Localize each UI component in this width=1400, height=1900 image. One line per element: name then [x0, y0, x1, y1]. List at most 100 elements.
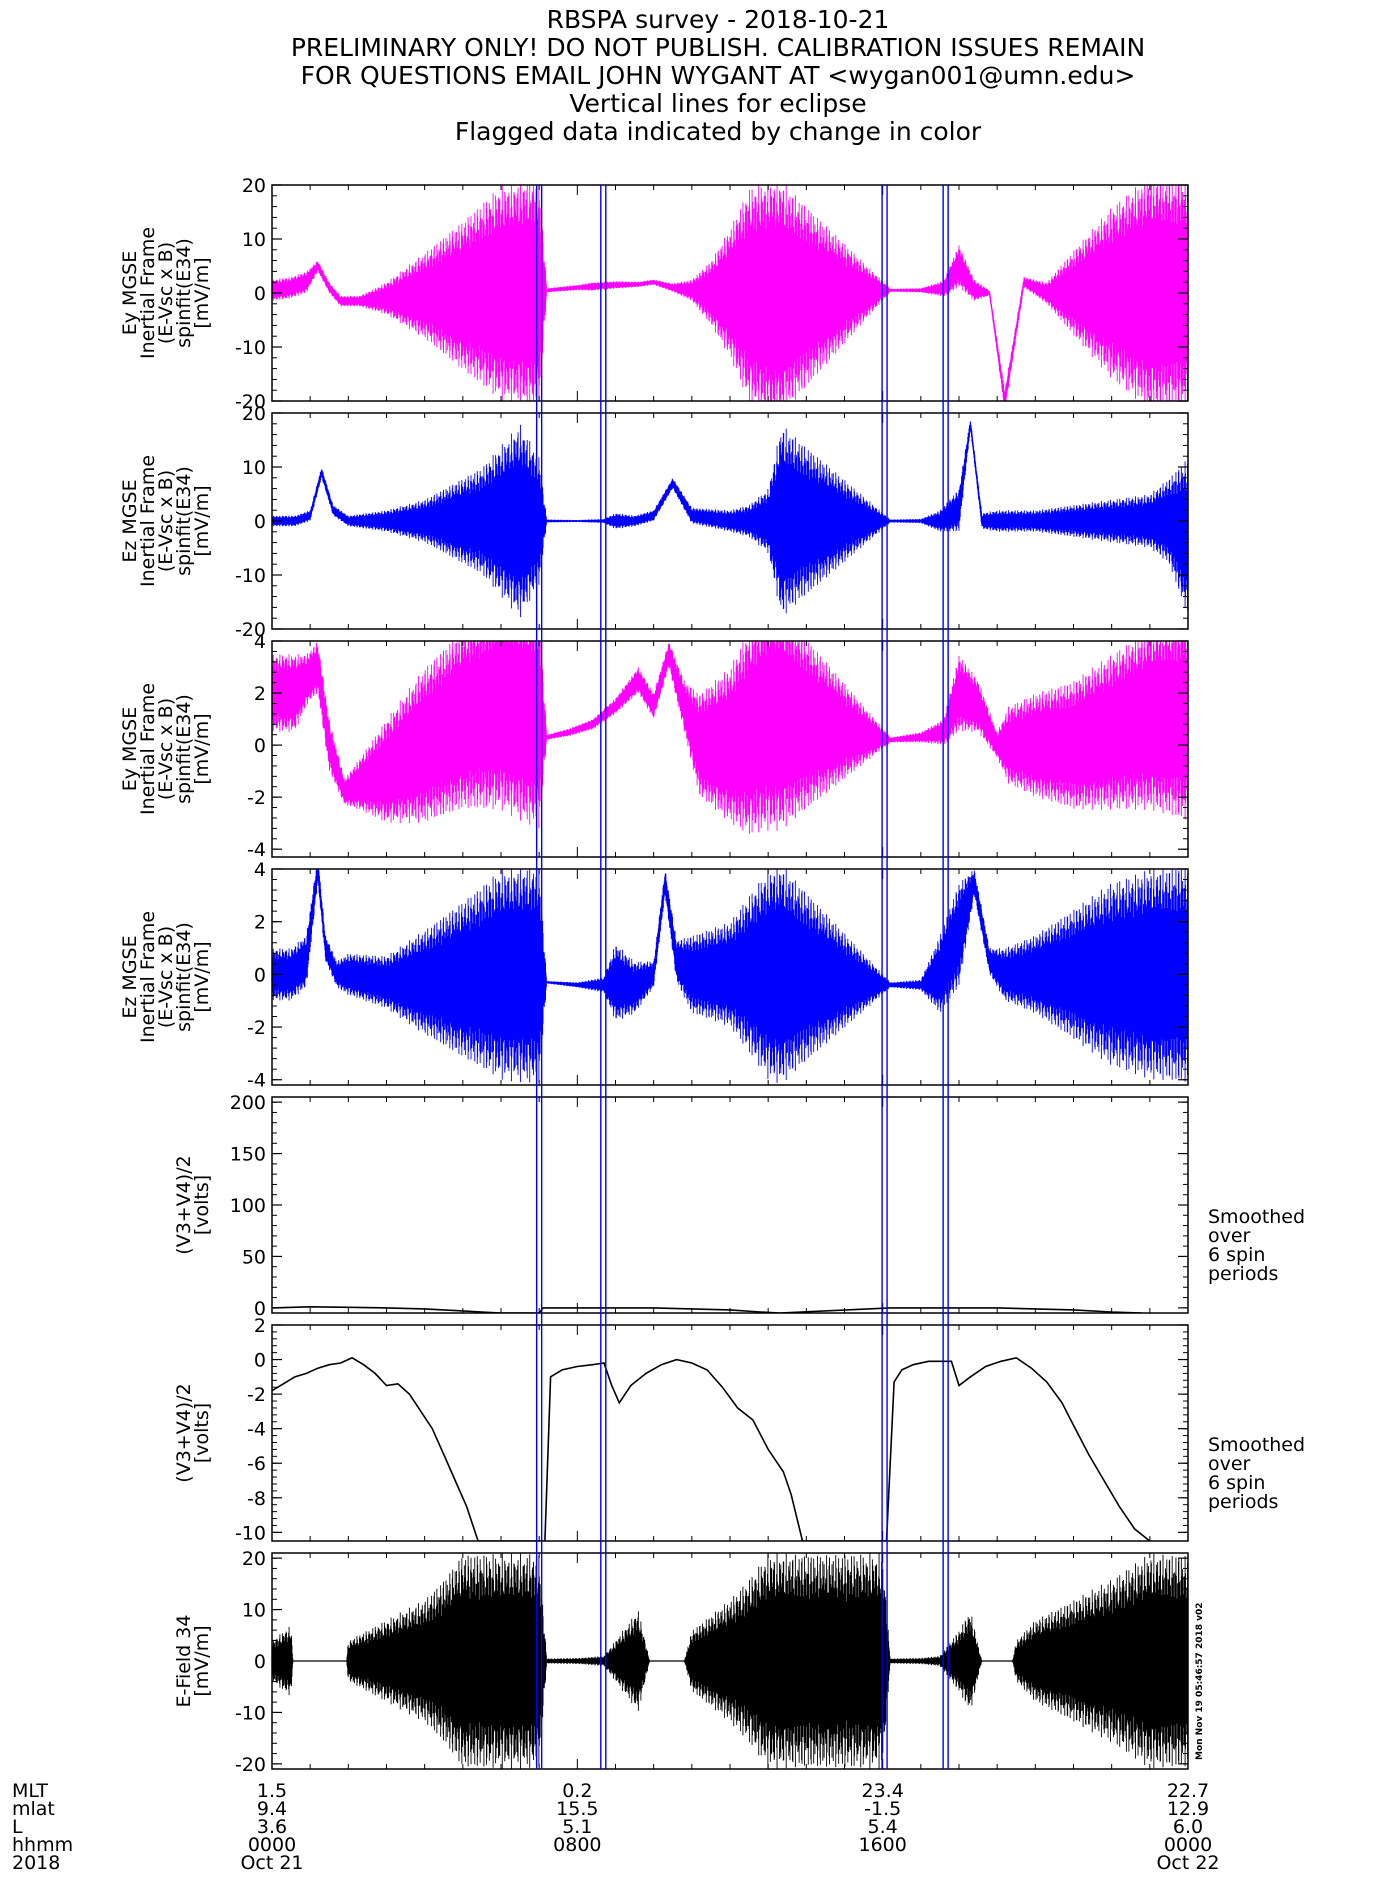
panel-frame: [271, 1324, 1189, 1542]
footer-value: 5.1: [562, 1816, 592, 1838]
title-line-3: FOR QUESTIONS EMAIL JOHN WYGANT AT <wyga…: [301, 61, 1136, 90]
y-axis-label: Ey MGSE: [119, 251, 141, 335]
y-tick-label: -8: [247, 1488, 266, 1510]
footer-value: 5.4: [868, 1816, 898, 1838]
y-tick-label: -4: [247, 1419, 266, 1441]
data-trace: [272, 264, 1188, 401]
footer-value: 0000: [1164, 1834, 1212, 1856]
footer-value: 3.6: [257, 1816, 287, 1838]
y-tick-label: 10: [242, 229, 266, 251]
footer-row-label: mlat: [12, 1798, 55, 1820]
footer-row-label: MLT: [12, 1780, 48, 1802]
footer-value: 0800: [553, 1834, 601, 1856]
panel-3-data: [272, 641, 1188, 834]
y-tick-label: 50: [242, 1246, 266, 1268]
title-line-2: PRELIMINARY ONLY! DO NOT PUBLISH. CALIBR…: [291, 33, 1145, 62]
y-axis-label: Inertial Frame: [137, 455, 159, 587]
y-axis-label: [mV/m]: [191, 941, 213, 1012]
title-line-1: RBSPA survey - 2018-10-21: [547, 5, 890, 34]
panel-2-data: [272, 421, 1188, 618]
y-tick-label: 0: [254, 1298, 266, 1320]
y-axis-label: spinfit(E34): [173, 238, 195, 348]
footer-row-label: 2018: [12, 1852, 60, 1874]
y-tick-label: 4: [254, 631, 266, 653]
y-tick-label: 10: [242, 1600, 266, 1622]
y-axis-label: spinfit(E34): [173, 922, 195, 1032]
eclipse-lines: [535, 185, 949, 1769]
data-trace: [272, 869, 1188, 988]
y-tick-label: -10: [235, 337, 266, 359]
y-tick-label: -4: [247, 1070, 266, 1092]
side-note: Smoothed: [1208, 1434, 1305, 1456]
y-axis-label: (E-Vsc x B): [155, 698, 177, 800]
y-tick-label: -6: [247, 1453, 266, 1475]
timestamp-label: Mon Nov 19 05:46:57 2018 v02: [1195, 1602, 1205, 1760]
data-trace: [272, 428, 1188, 538]
footer-value: 15.5: [556, 1798, 598, 1820]
title-line-5: Flagged data indicated by change in colo…: [455, 117, 982, 146]
data-trace: [272, 651, 1188, 793]
y-axis-label: Inertial Frame: [137, 227, 159, 359]
y-axis-label: spinfit(E34): [173, 694, 195, 804]
footer-value: 1600: [858, 1834, 906, 1856]
side-note: 6 spin: [1208, 1244, 1265, 1266]
y-tick-label: 0: [254, 735, 266, 757]
y-axis-label: (V3+V4)/2: [173, 1155, 195, 1254]
y-axis-label: [mV/m]: [191, 485, 213, 556]
panel-1-data: [272, 185, 1188, 401]
y-axis-label: [volts]: [191, 1175, 213, 1235]
y-tick-label: -2: [247, 1017, 266, 1039]
y-tick-label: -20: [235, 1754, 266, 1776]
y-tick-label: 0: [254, 1350, 266, 1372]
footer-value: -1.5: [864, 1798, 901, 1820]
y-axis-label: [mV/m]: [191, 713, 213, 784]
y-axis-label: [mV/m]: [191, 1625, 213, 1696]
y-axis-label: Inertial Frame: [137, 911, 159, 1043]
footer-value: Oct 22: [1156, 1852, 1219, 1874]
footer-row-label: hhmm: [12, 1834, 73, 1856]
y-tick-label: -2: [247, 1384, 266, 1406]
y-tick-label: -10: [235, 1522, 266, 1544]
footer-value: 12.9: [1167, 1798, 1209, 1820]
y-tick-label: 2: [254, 912, 266, 934]
side-note: Smoothed: [1208, 1206, 1305, 1228]
y-tick-label: 10: [242, 457, 266, 479]
panel-frame: [271, 1096, 1189, 1314]
footer-value: 9.4: [257, 1798, 287, 1820]
footer-value: 1.5: [257, 1780, 287, 1802]
footer-value: Oct 21: [240, 1852, 303, 1874]
data-line: [272, 1305, 1143, 1313]
y-tick-label: 2: [254, 1315, 266, 1337]
y-axis-label: (E-Vsc x B): [155, 470, 177, 572]
panel-7-data: [272, 1553, 1188, 1769]
y-tick-label: -10: [235, 1702, 266, 1724]
side-note: 6 spin: [1208, 1472, 1265, 1494]
y-axis-label: Ez MGSE: [119, 479, 141, 562]
y-axis-label: [mV/m]: [191, 257, 213, 328]
y-tick-label: 2: [254, 683, 266, 705]
panel-4-data: [272, 869, 1188, 1083]
panel-5: 0 50 100 150 200 (V3+V4)/2[volts] Smoothedover…: [173, 1092, 1305, 1320]
y-axis-label: E-Field 34: [173, 1615, 195, 1708]
y-axis-label: spinfit(E34): [173, 466, 195, 576]
y-tick-label: 0: [254, 964, 266, 986]
y-tick-label: 0: [254, 511, 266, 533]
y-tick-label: -2: [247, 787, 266, 809]
data-band: [272, 869, 1188, 1083]
y-tick-label: 100: [230, 1195, 266, 1217]
panel-7: -20 -10 0 10 20 E-Field 34[mV/m]: [173, 1548, 1189, 1776]
data-band: [272, 641, 1188, 834]
y-axis-label: (E-Vsc x B): [155, 926, 177, 1028]
y-tick-label: 0: [254, 283, 266, 305]
panel-6-data: [272, 1356, 1151, 1541]
footer-value: 22.7: [1167, 1780, 1209, 1802]
y-axis-label: (V3+V4)/2: [173, 1383, 195, 1482]
y-axis-label: Inertial Frame: [137, 683, 159, 815]
footer-value: 23.4: [862, 1780, 904, 1802]
